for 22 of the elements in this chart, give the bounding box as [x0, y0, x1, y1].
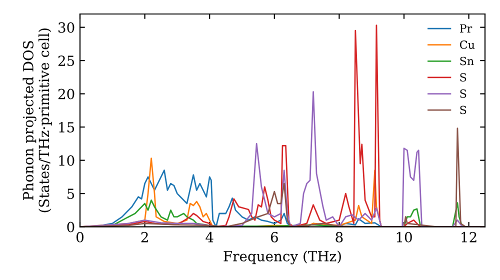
- x-tick-label: 4: [206, 232, 214, 242]
- x-tick-label: 0: [76, 232, 84, 242]
- y-tick-label: 5: [67, 188, 74, 200]
- x-tick-label: 12: [462, 232, 476, 242]
- x-tick-label: 6: [270, 232, 278, 242]
- x-tick-label: 10: [396, 232, 412, 242]
- legend-label: Cu: [460, 40, 475, 49]
- x-axis-title: Frequency (THz): [224, 250, 341, 264]
- y-tick-label: 30: [58, 22, 74, 33]
- y-axis-title: Phonon projected DOS (States/THz·primitive cell): [22, 28, 52, 212]
- legend-label: Pr: [460, 24, 472, 32]
- x-tick-label: 8: [336, 232, 343, 242]
- legend-label: S: [460, 106, 466, 114]
- y-tick-label: 20: [58, 88, 74, 100]
- y-tick-label: 0: [67, 222, 74, 232]
- legend-label: S: [460, 89, 466, 98]
- legend-label: S: [460, 73, 466, 82]
- legend-label: Sn: [460, 56, 474, 66]
- y-tick-label: 15: [59, 122, 74, 133]
- y-tick-label: 25: [58, 56, 74, 66]
- y-tick-label: 10: [59, 155, 74, 166]
- x-tick-label: 2: [141, 232, 148, 242]
